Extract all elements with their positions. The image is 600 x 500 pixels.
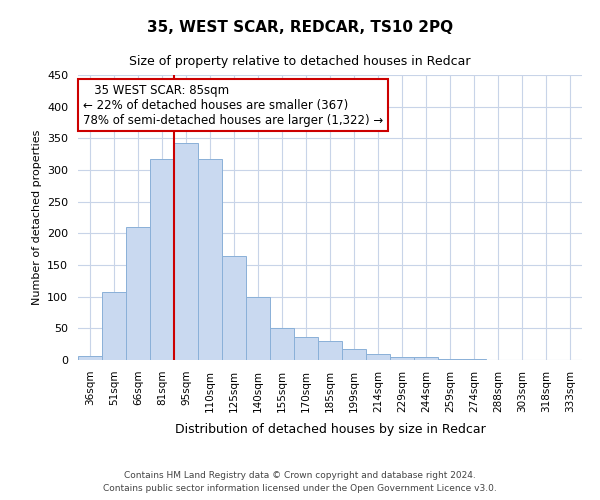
Bar — [102, 292, 126, 360]
Bar — [342, 348, 366, 360]
Bar — [150, 158, 174, 360]
Text: 35, WEST SCAR, REDCAR, TS10 2PQ: 35, WEST SCAR, REDCAR, TS10 2PQ — [147, 20, 453, 35]
X-axis label: Distribution of detached houses by size in Redcar: Distribution of detached houses by size … — [175, 423, 485, 436]
Text: 35 WEST SCAR: 85sqm
← 22% of detached houses are smaller (367)
78% of semi-detac: 35 WEST SCAR: 85sqm ← 22% of detached ho… — [83, 84, 383, 126]
Bar — [126, 227, 150, 360]
Bar — [294, 336, 318, 360]
Bar — [78, 356, 102, 360]
Bar — [438, 358, 462, 360]
Bar — [222, 256, 246, 360]
Bar — [246, 298, 270, 360]
Bar — [414, 357, 438, 360]
Bar — [318, 341, 342, 360]
Bar — [366, 354, 390, 360]
Bar — [198, 158, 222, 360]
Text: Contains HM Land Registry data © Crown copyright and database right 2024.: Contains HM Land Registry data © Crown c… — [124, 470, 476, 480]
Text: Contains public sector information licensed under the Open Government Licence v3: Contains public sector information licen… — [103, 484, 497, 493]
Bar — [270, 328, 294, 360]
Bar — [390, 357, 414, 360]
Y-axis label: Number of detached properties: Number of detached properties — [32, 130, 41, 305]
Text: Size of property relative to detached houses in Redcar: Size of property relative to detached ho… — [129, 55, 471, 68]
Bar — [174, 143, 198, 360]
